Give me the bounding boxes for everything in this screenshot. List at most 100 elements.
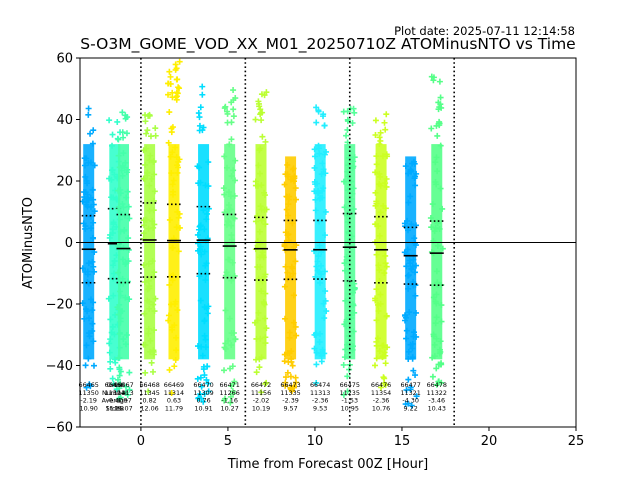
point-marker: [125, 235, 132, 242]
point-marker: [376, 170, 383, 177]
point-marker: [254, 212, 261, 219]
point-marker: [288, 356, 295, 363]
point-marker: [432, 320, 439, 327]
point-marker: [114, 118, 121, 125]
point-marker: [84, 271, 91, 278]
stat-label: 0.63: [167, 397, 181, 405]
point-marker: [174, 162, 181, 169]
point-marker: [198, 251, 205, 258]
point-marker: [109, 131, 116, 138]
point-marker: [107, 336, 114, 343]
point-marker: [315, 189, 322, 196]
point-marker: [195, 226, 202, 233]
point-marker: [340, 178, 347, 185]
point-marker: [350, 163, 357, 170]
stat-label: 11322: [427, 389, 447, 397]
point-marker: [226, 256, 233, 263]
data-bins: [80, 58, 446, 409]
point-marker: [205, 159, 212, 166]
point-marker: [428, 73, 435, 80]
point-marker: [382, 260, 389, 267]
y-tick-label: −20: [46, 298, 73, 313]
point-marker: [119, 308, 126, 315]
point-marker: [227, 365, 234, 372]
data-bin-66469: [165, 58, 183, 397]
point-marker: [197, 374, 204, 381]
point-marker: [109, 324, 116, 331]
point-marker: [109, 226, 116, 233]
point-marker: [290, 319, 297, 326]
point-marker: [115, 187, 122, 194]
point-marker: [123, 194, 130, 201]
point-marker: [341, 354, 348, 361]
point-marker: [199, 352, 206, 359]
point-marker: [350, 158, 357, 165]
point-marker: [197, 297, 204, 304]
point-marker: [197, 104, 204, 111]
point-marker: [115, 311, 122, 318]
point-marker: [433, 154, 440, 161]
point-marker: [225, 337, 232, 344]
point-marker: [165, 312, 172, 319]
point-marker: [227, 393, 234, 400]
point-marker: [403, 263, 410, 270]
data-bin-66473: [281, 156, 300, 395]
bin-core: [144, 144, 156, 360]
point-marker: [150, 368, 157, 375]
data-bin-66471: [220, 87, 239, 406]
point-marker: [126, 296, 133, 303]
point-marker: [372, 295, 379, 302]
point-marker: [80, 265, 86, 272]
point-marker: [430, 77, 437, 84]
point-marker: [110, 381, 117, 388]
point-marker: [351, 154, 358, 161]
point-marker: [201, 318, 208, 325]
point-marker: [262, 290, 269, 297]
point-marker: [173, 65, 180, 72]
point-marker: [201, 226, 208, 233]
point-marker: [205, 183, 212, 190]
point-marker: [436, 118, 443, 125]
point-marker: [89, 320, 96, 327]
point-marker: [225, 202, 232, 209]
point-marker: [142, 369, 149, 376]
stat-label: -1.16: [221, 397, 238, 405]
chart-title: S-O3M_GOME_VOD_XX_M01_20250710Z ATOMinus…: [80, 35, 575, 54]
point-marker: [167, 73, 174, 80]
point-marker: [122, 341, 129, 348]
point-marker: [85, 260, 92, 267]
point-marker: [348, 233, 355, 240]
point-marker: [293, 332, 300, 339]
point-marker: [383, 183, 390, 190]
data-bin-66472: [251, 89, 270, 396]
point-marker: [175, 158, 182, 165]
point-marker: [143, 145, 150, 152]
point-marker: [114, 304, 121, 311]
point-marker: [281, 351, 288, 358]
stat-label: 10.95: [341, 404, 359, 412]
point-marker: [312, 207, 319, 214]
point-marker: [256, 228, 263, 235]
point-marker: [287, 384, 294, 391]
point-marker: [147, 152, 154, 159]
stat-label: 11156: [251, 389, 271, 397]
point-marker: [123, 331, 130, 338]
point-marker: [151, 269, 158, 276]
point-marker: [228, 173, 235, 180]
x-axis: 0 5 10 15 20 25: [137, 427, 584, 449]
point-marker: [343, 256, 350, 263]
point-marker: [319, 194, 326, 201]
point-marker: [312, 273, 319, 280]
point-marker: [315, 253, 322, 260]
point-marker: [117, 394, 124, 401]
point-marker: [196, 273, 203, 280]
point-marker: [82, 225, 89, 232]
point-marker: [200, 207, 207, 214]
point-marker: [320, 185, 327, 192]
point-marker: [412, 372, 419, 379]
point-marker: [145, 225, 152, 232]
point-marker: [116, 164, 123, 171]
point-marker: [281, 283, 288, 290]
point-marker: [321, 268, 328, 275]
stat-label: -1.53: [341, 397, 358, 405]
